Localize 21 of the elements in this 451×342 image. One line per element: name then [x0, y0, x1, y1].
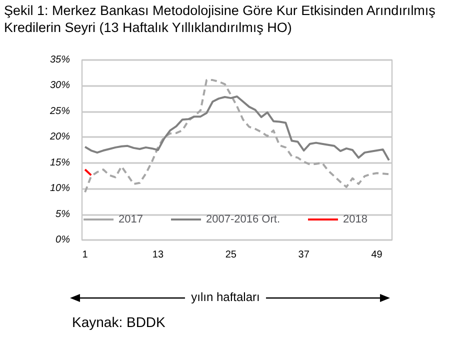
y-tick-label: 25%	[48, 106, 70, 117]
y-tick-label: 20%	[48, 132, 70, 143]
legend-label: 2017	[118, 214, 144, 226]
x-tick-label: 37	[298, 250, 310, 260]
legend-label: 2018	[342, 214, 368, 226]
chart-title: Şekil 1: Merkez Bankası Metodolojisine Göre Kur Etkisinden Arındırılmış Kredilerin Seyri (13 Haftalık Yıllıklandırılmış HO)	[4, 2, 436, 36]
y-tick-label: 30%	[50, 80, 70, 92]
x-tick-label: 13	[152, 250, 164, 260]
y-tick-label: 0%	[56, 234, 70, 246]
y-tick-label: 15%	[50, 157, 70, 168]
y-tick-label: 10%	[50, 183, 70, 194]
x-axis-title: yılın haftaları	[185, 290, 266, 304]
x-tick-label: 49	[371, 250, 383, 260]
legend-label: 2007-2016 Ort.	[206, 214, 280, 226]
text: Kaynak: BDDK	[72, 314, 166, 330]
line-series	[84, 79, 390, 194]
x-tick-label: 25	[225, 250, 237, 260]
y-tick-label: 35%	[50, 54, 70, 66]
line-series	[84, 96, 390, 162]
x-tick-label: 1	[82, 250, 88, 260]
y-tick-label: 5%	[56, 208, 70, 220]
